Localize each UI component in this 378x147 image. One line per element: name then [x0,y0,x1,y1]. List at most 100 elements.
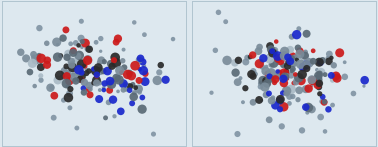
Point [44,42,50,44]
Point [27,71,33,73]
Point [107,83,113,85]
Point [91,68,97,70]
Point [108,62,114,65]
Point [303,88,309,90]
Point [318,71,324,73]
Point [284,74,290,76]
Point [44,59,50,61]
Point [93,70,99,72]
Point [107,80,113,82]
Point [268,64,274,66]
Point [127,72,133,74]
Point [141,65,147,67]
Point [141,70,147,72]
Point [48,87,54,89]
Point [266,58,273,60]
Point [116,79,122,81]
Point [70,73,76,76]
Point [303,106,309,108]
Point [67,107,73,109]
Point [316,61,322,63]
Point [295,47,301,49]
Point [302,54,308,57]
Point [141,34,147,36]
Point [127,85,133,87]
Point [81,81,87,84]
Point [136,88,142,90]
Point [260,57,266,59]
Point [247,56,253,58]
Point [259,66,265,68]
Point [120,60,126,62]
Point [51,117,57,119]
Point [316,73,322,75]
Point [113,77,119,79]
Point [300,66,306,68]
Point [163,79,169,81]
Point [266,119,272,121]
Point [65,85,71,88]
Point [282,55,288,57]
Point [158,64,164,66]
Point [65,96,71,99]
Point [130,83,136,86]
Point [98,50,104,52]
Point [62,70,68,72]
Point [256,50,262,52]
Point [280,64,286,66]
Point [256,62,262,65]
Point [299,129,305,132]
Point [123,88,129,90]
Point [277,108,283,110]
Point [129,75,135,77]
Point [54,41,60,43]
Point [36,27,42,29]
Point [326,53,332,55]
Point [38,66,44,68]
Point [76,44,82,47]
Point [334,77,340,79]
Point [268,71,274,74]
Point [101,87,107,89]
Point [288,88,294,91]
Point [49,86,55,88]
Point [318,61,324,64]
Point [264,82,270,85]
Point [290,55,296,57]
Point [285,65,291,67]
Point [109,65,115,67]
Point [65,72,71,75]
Point [65,52,71,55]
Point [232,62,238,64]
Point [139,108,145,110]
Point [104,70,110,72]
Point [78,79,84,81]
Point [337,52,343,54]
Point [235,59,242,61]
Point [297,50,303,52]
Point [59,76,65,79]
Point [322,73,328,76]
Point [273,78,279,80]
Point [304,33,310,35]
Point [263,94,269,96]
Point [76,69,82,71]
Point [84,72,90,74]
Point [267,45,273,47]
Point [64,56,70,59]
Point [136,91,143,93]
Point [328,57,335,59]
Point [131,96,137,98]
Point [97,89,103,91]
Point [63,29,69,31]
Point [324,57,330,59]
Point [314,81,321,83]
Point [86,84,92,87]
Point [79,40,85,43]
Point [101,60,107,63]
Point [314,78,321,81]
Point [51,95,57,97]
Point [302,51,308,53]
Point [133,86,139,89]
Point [113,41,119,43]
